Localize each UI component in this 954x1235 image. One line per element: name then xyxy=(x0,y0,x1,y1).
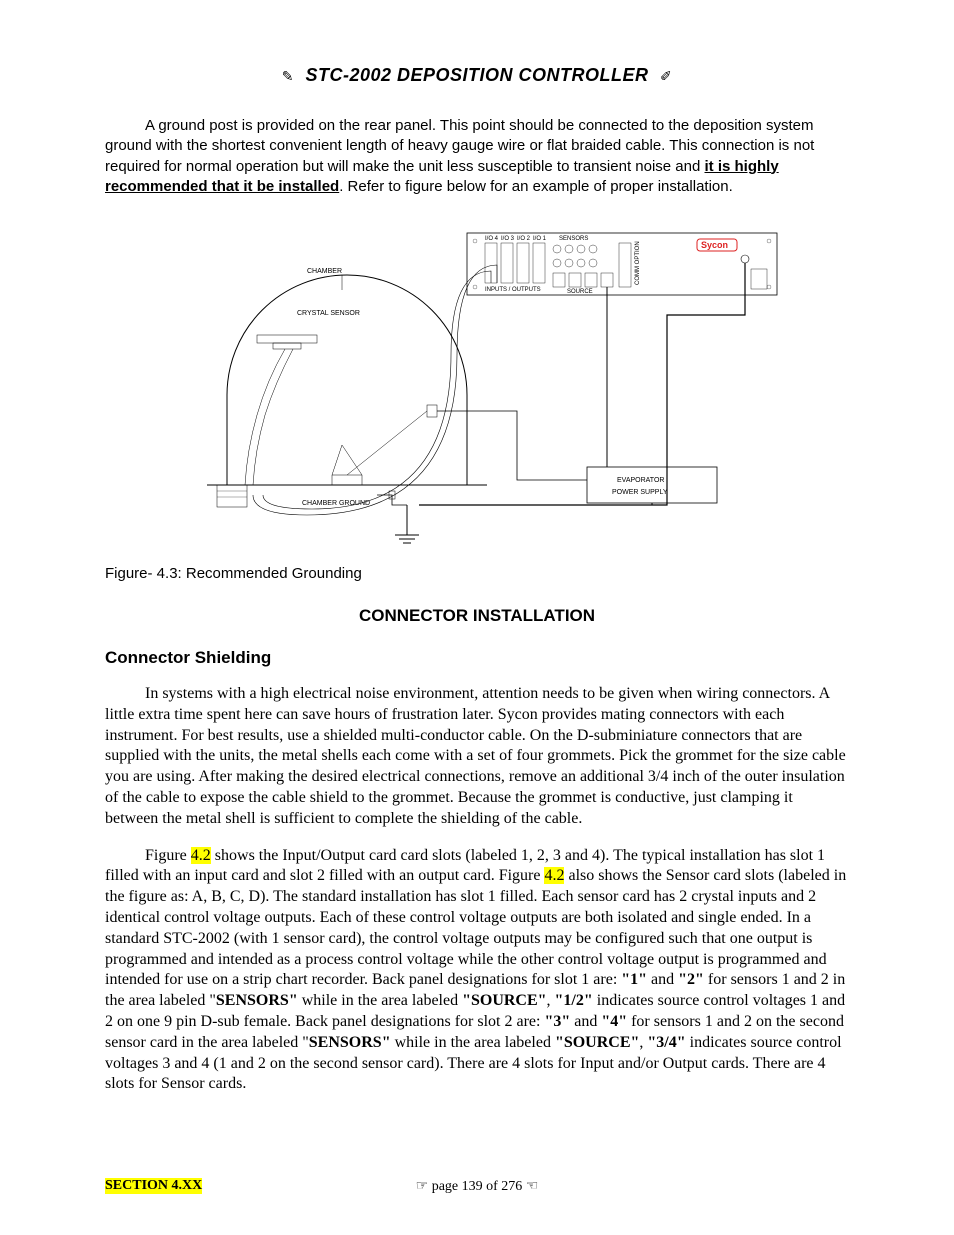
body-p1: In systems with a high electrical noise … xyxy=(105,684,849,830)
header-deco-right: ✐ xyxy=(654,68,678,84)
page-footer: SECTION 4.XX ☞ page 139 of 276 ☜ xyxy=(105,1178,849,1195)
label-source: SOURCE xyxy=(567,289,593,295)
label-chamber: CHAMBER xyxy=(307,268,342,275)
body-p2: Figure 4.2 shows the Input/Output card c… xyxy=(105,846,849,1096)
header-deco-left: ✎ xyxy=(276,68,300,84)
label-inputs-outputs: INPUTS / OUTPUTS xyxy=(485,287,541,293)
subheading-connector-shielding: Connector Shielding xyxy=(105,648,849,668)
footer-page-text: page 139 of 276 xyxy=(428,1179,526,1194)
label-comm: COMM OPTION xyxy=(635,241,641,285)
sycon-logo: Sycon xyxy=(701,240,728,250)
hl-fig42-2: 4.2 xyxy=(544,867,564,884)
doc-title: STC-2002 DEPOSITION CONTROLLER xyxy=(305,65,648,85)
label-sensors: SENSORS xyxy=(559,236,588,242)
figure-caption: Figure- 4.3: Recommended Grounding xyxy=(105,565,849,582)
footer-section: SECTION 4.XX xyxy=(105,1178,202,1194)
label-io2: I/O 2 xyxy=(517,236,531,242)
label-io4: I/O 4 xyxy=(485,236,499,242)
section-title: CONNECTOR INSTALLATION xyxy=(105,606,849,626)
label-evaporator-1: EVAPORATOR xyxy=(617,477,664,484)
hl-fig42-1: 4.2 xyxy=(191,847,211,864)
pointer-right-icon: ☜ xyxy=(526,1179,539,1194)
intro-paragraph: A ground post is provided on the rear pa… xyxy=(105,116,849,197)
label-crystal-sensor: CRYSTAL SENSOR xyxy=(297,310,360,317)
label-io3: I/O 3 xyxy=(501,236,515,242)
doc-header: ✎ STC-2002 DEPOSITION CONTROLLER ✐ xyxy=(105,65,849,86)
page: ✎ STC-2002 DEPOSITION CONTROLLER ✐ A gro… xyxy=(0,0,954,1235)
pointer-left-icon: ☞ xyxy=(416,1179,429,1194)
figure-grounding: CHAMBER CRYSTAL SENSOR CHAMBER GROUND xyxy=(105,215,849,555)
grounding-diagram: CHAMBER CRYSTAL SENSOR CHAMBER GROUND xyxy=(167,215,787,555)
label-evaporator-2: POWER SUPPLY xyxy=(612,489,668,496)
footer-page: ☞ page 139 of 276 ☜ xyxy=(105,1178,849,1195)
label-io1: I/O 1 xyxy=(533,236,547,242)
intro-post: . Refer to figure below for an example o… xyxy=(339,178,733,195)
